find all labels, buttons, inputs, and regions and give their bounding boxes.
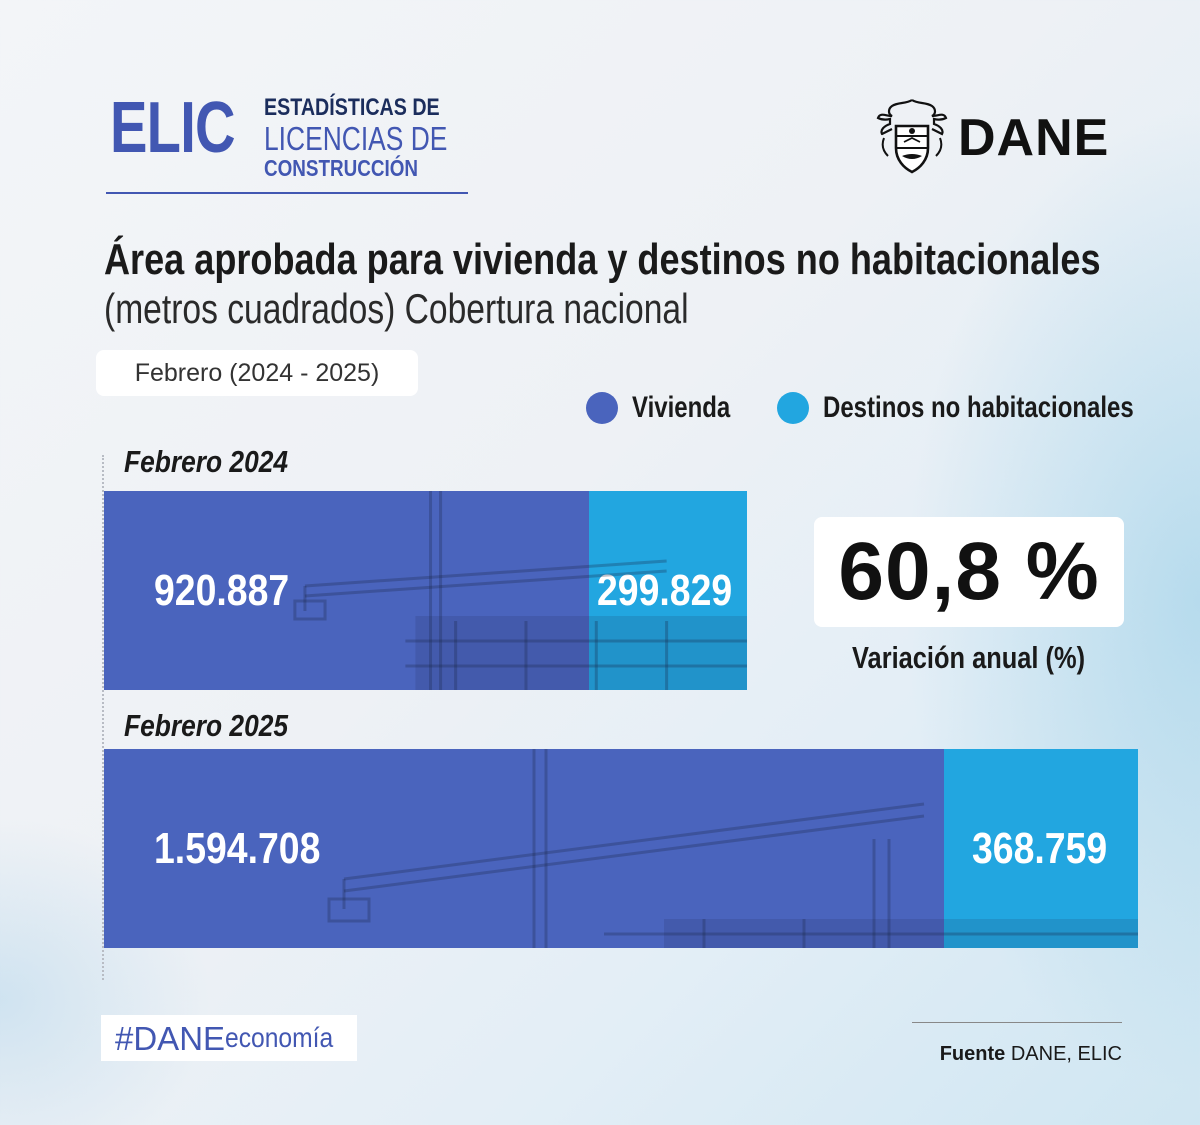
coat-of-arms-icon <box>876 99 948 174</box>
elic-logo-line1: ESTADÍSTICAS DE <box>264 94 440 121</box>
elic-logo: ELIC ESTADÍSTICAS DE LICENCIAS DE CONSTR… <box>106 86 468 194</box>
dane-logo: DANE <box>876 96 1126 176</box>
bar-destinos-2025: 368.759 <box>944 749 1138 948</box>
data-label-destinos-2024: 299.829 <box>597 565 733 615</box>
source-label: Fuente <box>939 1043 1006 1065</box>
legend-label-vivienda: Vivienda <box>632 391 731 424</box>
legend-item-destinos: Destinos no habitacionales <box>776 391 1200 424</box>
legend-label-destinos: Destinos no habitacionales <box>822 391 1134 424</box>
elic-logo-line3: CONSTRUCCIÓN <box>264 155 419 181</box>
bar-destinos-2024: 299.829 <box>589 491 747 690</box>
annual-variation-label: Variación anual (%) <box>852 640 1086 675</box>
legend-dot-vivienda <box>586 392 618 424</box>
annual-variation-value: 60,8 % <box>838 526 1100 617</box>
chart-axis-line <box>102 455 104 980</box>
hashtag-strong: #DANE <box>115 1019 226 1057</box>
bar-vivienda-2025: 1.594.708 <box>104 749 944 948</box>
category-label-2025: Febrero 2025 <box>124 708 289 743</box>
data-label-vivienda-2025: 1.594.708 <box>154 823 321 873</box>
period-label: Febrero (2024 - 2025) <box>134 358 380 387</box>
category-label-2024: Febrero 2024 <box>124 444 289 479</box>
elic-logo-mark: ELIC <box>110 88 236 168</box>
period-badge: Febrero (2024 - 2025) <box>96 350 418 396</box>
hashtag-badge: #DANE economía <box>101 1015 357 1061</box>
dane-wordmark: DANE <box>958 109 1110 167</box>
source-note: Fuente DANE, ELIC <box>940 1044 1122 1064</box>
bar-row-2024: 920.887 299.829 <box>104 491 747 690</box>
source-divider <box>912 1022 1122 1023</box>
annual-variation-box: 60,8 % <box>814 517 1124 627</box>
hashtag-weak: economía <box>225 1022 334 1053</box>
bar-row-2025: 1.594.708 368.759 <box>104 749 1138 948</box>
chart-subtitle: (metros cuadrados) Cobertura nacional <box>104 285 689 332</box>
elic-logo-underline <box>106 192 468 194</box>
chart-title: Área aprobada para vivienda y destinos n… <box>104 235 1101 284</box>
chart-legend: Vivienda Destinos no habitacionales <box>586 392 1200 424</box>
source-text: DANE, ELIC <box>1010 1043 1122 1065</box>
data-label-vivienda-2024: 920.887 <box>154 565 290 615</box>
legend-dot-destinos <box>776 392 809 424</box>
elic-logo-text: ESTADÍSTICAS DE LICENCIAS DE CONSTRUCCIÓ… <box>264 96 464 180</box>
data-label-destinos-2025: 368.759 <box>972 823 1108 873</box>
bar-vivienda-2024: 920.887 <box>104 491 589 690</box>
legend-item-vivienda: Vivienda <box>586 392 755 424</box>
elic-logo-line2: LICENCIAS DE <box>264 120 448 157</box>
